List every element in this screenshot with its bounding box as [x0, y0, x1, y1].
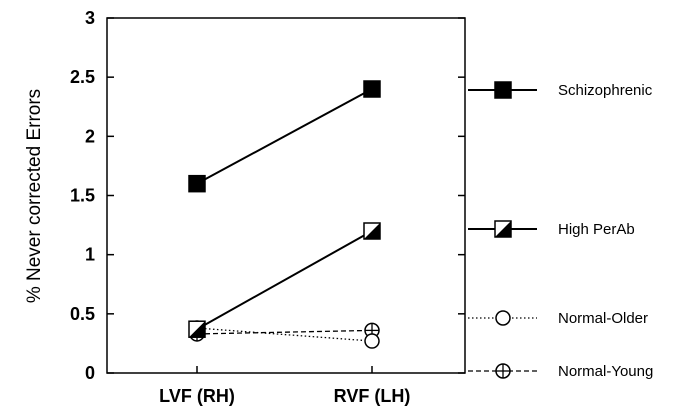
data-point-marker: [495, 363, 511, 379]
plot-frame: [106, 17, 466, 374]
y-tick-label: 2: [85, 126, 95, 146]
legend-item: Normal-Older: [468, 310, 648, 327]
legend-item: Normal-Young: [468, 363, 653, 380]
data-point-marker: [363, 80, 381, 98]
data-point-marker: [364, 333, 380, 349]
y-tick-label: 1.5: [70, 186, 95, 206]
series-line: [196, 88, 373, 185]
series-normal-older: [189, 320, 380, 349]
data-point-marker: [188, 320, 206, 338]
y-axis-title: % Never corrected Errors: [24, 89, 45, 303]
data-point-marker: [188, 174, 206, 193]
y-tick-label: 0.5: [70, 304, 95, 324]
y-tick-label: 1: [85, 245, 95, 265]
legend: Schizophrenic High PerAb Normal-Older Norma…: [468, 81, 653, 380]
series-layer: [188, 80, 381, 349]
data-point-marker: [364, 322, 380, 339]
series-normal-young: [189, 322, 380, 342]
x-category-label: RVF (LH): [334, 386, 411, 406]
legend-label: Schizophrenic: [558, 82, 653, 99]
legend-item: High PerAb: [468, 220, 635, 238]
series-line: [196, 230, 373, 331]
x-category-label: LVF (RH): [159, 386, 235, 406]
y-tick-label: 2.5: [70, 67, 95, 87]
data-point-marker: [363, 222, 381, 240]
series-line: [196, 327, 373, 342]
y-axis-ticks: 0 0.5 1 1.5 2 2.5 3: [70, 8, 465, 383]
data-point-marker: [494, 81, 512, 99]
x-axis-categories: LVF (RH) RVF (LH): [159, 366, 410, 406]
series-high-perab: [188, 222, 381, 338]
y-tick-label: 3: [85, 8, 95, 28]
data-point-marker: [495, 310, 511, 326]
legend-item: Schizophrenic: [468, 81, 653, 99]
legend-label: High PerAb: [558, 221, 635, 238]
y-tick-label: 0: [85, 363, 95, 383]
legend-label: Normal-Older: [558, 310, 648, 327]
data-point-marker: [494, 220, 512, 238]
series-line: [196, 329, 373, 335]
legend-label: Normal-Young: [558, 363, 653, 380]
series-schizophrenic: [188, 80, 381, 193]
